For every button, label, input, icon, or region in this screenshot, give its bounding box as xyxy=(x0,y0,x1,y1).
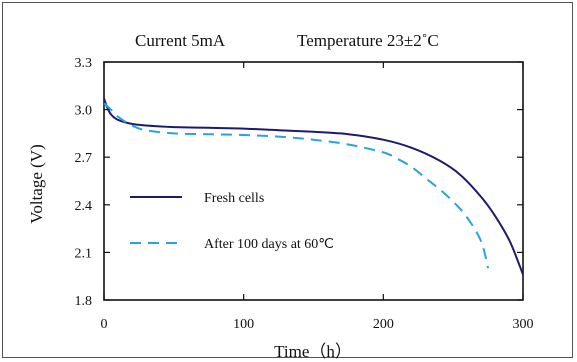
x-axis-label: Time（h） xyxy=(274,342,352,361)
y-tick-label: 3.0 xyxy=(75,104,93,119)
x-axis-ticks: 0 100 200 300 xyxy=(101,62,534,332)
y-tick-label: 2.4 xyxy=(75,199,93,214)
y-tick-label: 2.7 xyxy=(75,151,93,166)
y-axis-label: Voltage (V) xyxy=(27,144,46,223)
legend: Fresh cells After 100 days at 60℃ xyxy=(130,191,334,252)
plot-area xyxy=(103,61,524,301)
x-tick-label: 100 xyxy=(233,317,254,332)
y-tick-label: 1.8 xyxy=(75,294,93,309)
header-current: Current 5mA xyxy=(135,31,226,50)
x-tick-label: 300 xyxy=(513,317,534,332)
chart-frame xyxy=(2,2,573,358)
series-line-after-100-days xyxy=(103,102,490,269)
y-tick-label: 2.1 xyxy=(75,246,93,261)
x-tick-label: 200 xyxy=(373,317,394,332)
y-tick-label: 3.3 xyxy=(75,56,93,71)
y-axis-ticks: 1.8 2.1 2.4 2.7 3.0 3.3 xyxy=(75,56,523,309)
x-tick-label: 0 xyxy=(101,317,108,332)
legend-label-after-100-days: After 100 days at 60℃ xyxy=(204,237,334,252)
series-layer xyxy=(103,98,524,275)
legend-label-fresh-cells: Fresh cells xyxy=(204,191,264,206)
series-line-fresh-cells xyxy=(103,98,524,275)
header-temperature: Temperature 23±2˚C xyxy=(297,31,439,50)
